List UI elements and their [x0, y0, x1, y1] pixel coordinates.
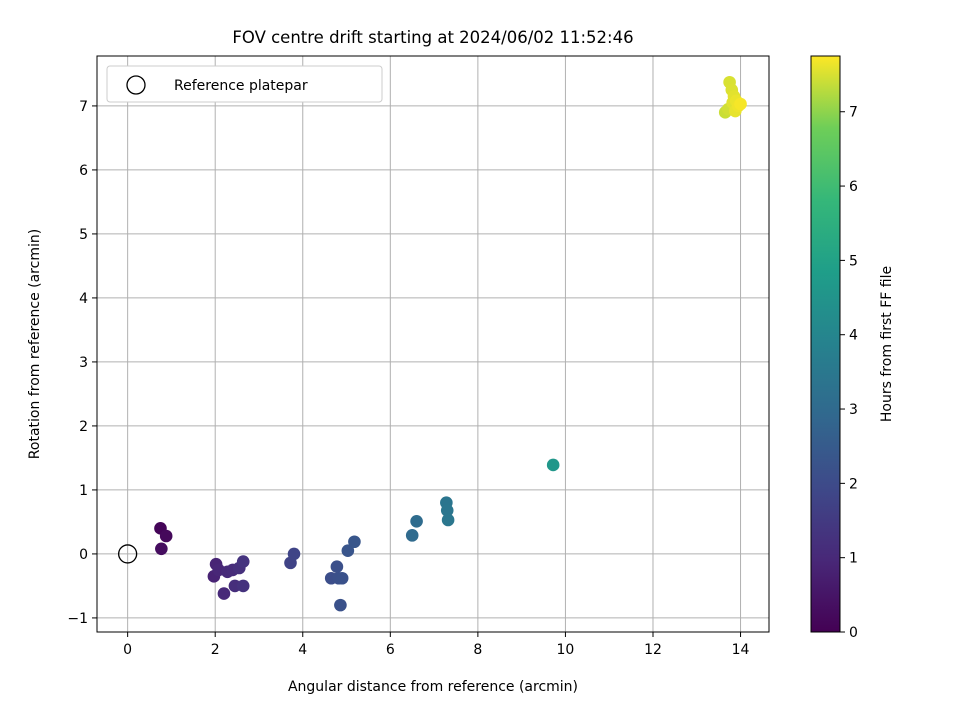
colorbar-label: Hours from first FF file — [879, 266, 895, 422]
y-tick-label: 1 — [79, 483, 88, 499]
x-axis-ticks: 0 2 4 6 8 10 12 14 — [123, 632, 750, 658]
colorbar-tick-label: 6 — [849, 179, 858, 195]
x-tick-label: 0 — [123, 642, 132, 658]
x-tick-label: 4 — [298, 642, 307, 658]
data-point — [236, 579, 250, 593]
grid-lines — [97, 56, 769, 632]
legend: Reference platepar — [106, 65, 383, 103]
reference-platepar-marker — [117, 544, 138, 564]
y-axis-ticks: −1 0 1 2 3 4 5 6 7 — [67, 99, 97, 627]
colorbar-tick-label: 0 — [849, 625, 858, 641]
data-point — [287, 547, 301, 561]
colorbar-ticks: 0 1 2 3 4 5 6 7 — [840, 105, 858, 641]
data-point — [410, 514, 423, 528]
chart-title: FOV centre drift starting at 2024/06/02 … — [232, 28, 633, 47]
legend-label: Reference platepar — [174, 78, 308, 94]
x-tick-label: 2 — [211, 642, 220, 658]
data-point — [159, 529, 173, 543]
x-tick-label: 10 — [557, 642, 575, 658]
y-tick-label: 6 — [79, 163, 88, 179]
data-points — [154, 75, 747, 612]
data-point — [734, 97, 747, 111]
colorbar — [810, 55, 841, 633]
colorbar-tick-label: 5 — [849, 253, 858, 269]
x-axis-label: Angular distance from reference (arcmin) — [288, 679, 578, 695]
colorbar-tick-label: 4 — [849, 328, 858, 344]
data-point — [335, 571, 349, 585]
y-axis-label: Rotation from reference (arcmin) — [27, 229, 43, 459]
y-tick-label: 2 — [79, 419, 88, 435]
x-tick-label: 8 — [473, 642, 482, 658]
legend-marker — [126, 75, 146, 95]
y-tick-label: −1 — [67, 611, 88, 627]
y-tick-label: 3 — [79, 355, 88, 371]
data-point — [546, 458, 560, 472]
colorbar-tick-label: 3 — [849, 402, 858, 418]
legend-box — [106, 65, 383, 103]
colorbar-tick-label: 7 — [849, 105, 858, 121]
x-tick-label: 6 — [386, 642, 395, 658]
plot-frame — [96, 55, 770, 633]
data-point — [155, 542, 168, 556]
y-tick-label: 4 — [79, 291, 88, 307]
colorbar-tick-label: 2 — [849, 476, 858, 492]
y-tick-label: 5 — [79, 227, 88, 243]
y-tick-label: 0 — [79, 547, 88, 563]
x-tick-label: 14 — [732, 642, 750, 658]
data-point — [217, 587, 231, 600]
data-point — [405, 529, 419, 542]
data-point — [440, 504, 454, 517]
y-tick-label: 7 — [79, 99, 88, 115]
colorbar-tick-label: 1 — [849, 551, 858, 567]
data-point — [441, 513, 455, 527]
data-point — [330, 560, 344, 574]
data-point — [236, 555, 250, 568]
data-point — [334, 598, 347, 612]
data-point — [341, 544, 355, 558]
data-point — [348, 535, 361, 549]
x-tick-label: 12 — [644, 642, 662, 658]
